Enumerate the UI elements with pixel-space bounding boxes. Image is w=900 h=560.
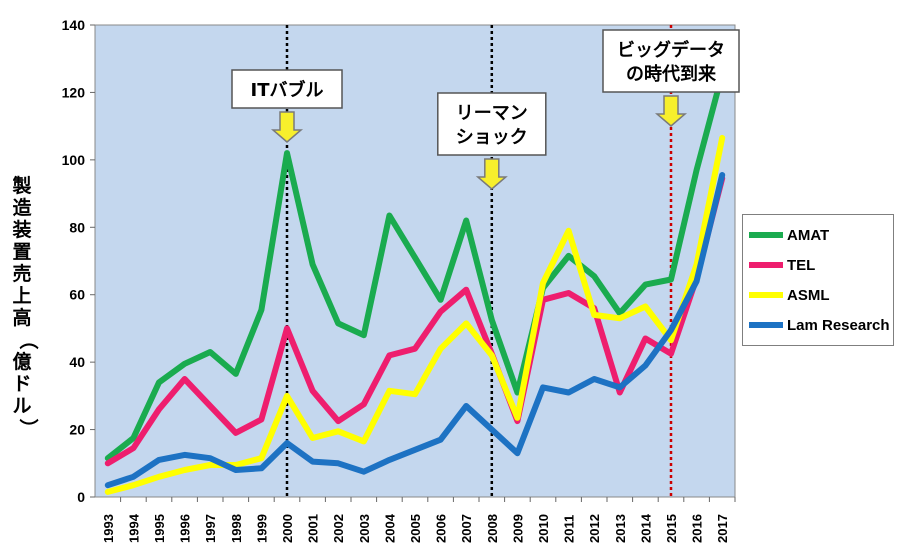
- x-tick-label: 2004: [382, 513, 397, 543]
- y-axis-label-char: 製: [11, 175, 31, 197]
- legend-label-lam-research: Lam Research: [787, 316, 890, 334]
- callout-box-it-bubble: [231, 69, 343, 109]
- x-tick-label: 2013: [613, 514, 628, 543]
- callout-arrow-bigdata: [654, 95, 688, 127]
- x-tick-label: 2011: [562, 515, 577, 543]
- legend-item-amat: AMAT: [749, 223, 829, 247]
- y-tick-label: 120: [62, 84, 86, 100]
- series-line-lam-research: [104, 172, 726, 489]
- callout-text-bigdata: の時代到来: [626, 64, 717, 85]
- y-axis-label-char: ド: [12, 373, 31, 395]
- x-tick-label: 2009: [510, 514, 525, 543]
- legend-swatch-asml: [749, 292, 783, 298]
- x-tick-label: 1995: [152, 514, 167, 543]
- series-line-tel: [104, 175, 726, 467]
- y-axis-label-char: 装: [11, 218, 31, 241]
- y-axis: 0 20 40 60 80 100 120 140: [62, 17, 95, 505]
- y-tick-label: 100: [62, 152, 86, 168]
- y-axis-label-char: 億: [12, 350, 31, 373]
- x-tick-label: 2014: [638, 513, 653, 543]
- y-tick-label: 60: [69, 287, 85, 303]
- x-tick-label: 2006: [434, 514, 449, 543]
- x-tick-label: 2012: [587, 514, 602, 543]
- y-axis-label-char: 置: [12, 241, 31, 263]
- legend-swatch-tel: [749, 262, 783, 268]
- legend: AMAT TEL ASML Lam Research: [742, 214, 894, 346]
- callout-text-lehman: リーマン: [456, 103, 528, 124]
- callout-text-bigdata: ビッグデータ: [617, 39, 725, 61]
- legend-label-amat: AMAT: [787, 226, 830, 244]
- callout-arrow-lehman: [475, 158, 508, 190]
- x-tick-label: 2015: [664, 514, 679, 543]
- legend-swatch-lam-research: [749, 322, 783, 328]
- callout-box-lehman: [437, 92, 547, 156]
- x-tick-label: 1998: [229, 514, 244, 543]
- series-lines: [104, 70, 726, 495]
- x-tick-label: 2002: [331, 514, 346, 543]
- y-tick-label: 0: [77, 489, 85, 505]
- y-tick-label: 140: [62, 17, 86, 33]
- callout-arrow-it-bubble: [270, 111, 304, 143]
- y-tick-label: 40: [69, 354, 85, 370]
- y-axis-label-char: ）: [17, 418, 40, 437]
- x-axis: 1993 1994 1995 1996 1997 1998 1999 2000 2001 2002…: [101, 497, 736, 543]
- x-tick-label: 2008: [485, 514, 500, 543]
- y-tick-label: 20: [69, 422, 85, 438]
- y-axis-label-char: 造: [12, 196, 32, 219]
- x-tick-label: 2001: [306, 514, 321, 543]
- x-tick-label: 1996: [178, 514, 193, 543]
- y-tick-label: 80: [69, 219, 85, 235]
- legend-item-asml: ASML: [749, 283, 830, 307]
- x-tick-label: 2000: [280, 514, 295, 543]
- y-axis-label-char: 高: [12, 306, 31, 329]
- series-line-asml: [104, 134, 726, 495]
- legend-label-asml: ASML: [787, 286, 830, 304]
- legend-swatch-amat: [749, 232, 783, 238]
- callout-text-it-bubble: ITバブル: [251, 79, 324, 101]
- x-tick-label: 2017: [715, 514, 730, 543]
- x-tick-label: 2003: [357, 514, 372, 543]
- x-tick-label: 1993: [101, 514, 116, 543]
- y-axis-label-char: 売: [12, 262, 31, 285]
- legend-item-lam-research: Lam Research: [749, 313, 890, 337]
- callout-text-lehman: ショック: [456, 127, 528, 148]
- x-tick-label: 2005: [408, 514, 423, 543]
- callout-box-bigdata: [602, 29, 740, 93]
- x-tick-label: 1994: [126, 513, 141, 543]
- x-tick-label: 2010: [536, 514, 551, 543]
- x-tick-label: 2007: [459, 514, 474, 543]
- x-tick-label: 1999: [254, 514, 269, 543]
- y-axis-label-char: 上: [12, 285, 31, 307]
- legend-item-tel: TEL: [749, 253, 815, 277]
- x-tick-label: 2016: [690, 514, 705, 543]
- legend-label-tel: TEL: [787, 256, 816, 274]
- y-axis-label-char: （: [17, 330, 40, 349]
- x-tick-label: 1997: [203, 514, 218, 543]
- y-axis-label-char: ル: [12, 395, 31, 417]
- series-line-amat: [104, 70, 726, 462]
